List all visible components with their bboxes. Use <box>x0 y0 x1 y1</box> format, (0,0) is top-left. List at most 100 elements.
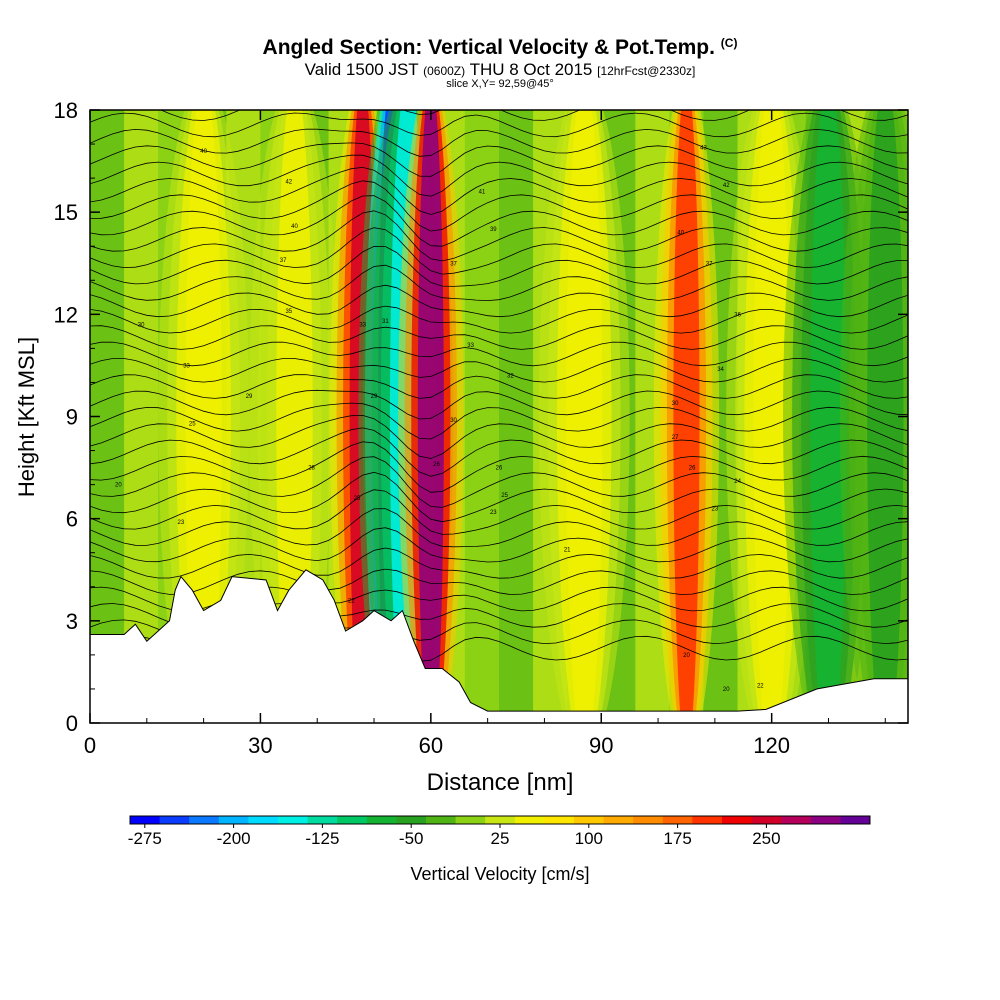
colorbar-swatch <box>692 816 723 824</box>
colorbar-tick-label: -50 <box>399 829 424 848</box>
colorbar-tick-label: 250 <box>752 829 780 848</box>
y-tick-label: 18 <box>54 98 78 123</box>
y-tick-label: 15 <box>54 200 78 225</box>
contour-label: 25 <box>501 493 508 499</box>
contour-label: 32 <box>507 374 514 380</box>
x-tick-label: 60 <box>419 733 443 758</box>
contour-label: 25 <box>189 421 196 427</box>
theta-contour <box>90 527 908 563</box>
contour-label: 35 <box>285 309 292 315</box>
contour-label: 42 <box>723 183 730 189</box>
contour-label: 33 <box>359 323 366 329</box>
velocity-column-8 <box>753 110 790 723</box>
theta-contour <box>160 110 908 121</box>
colorbar-swatch <box>248 816 279 824</box>
contour-label: 41 <box>479 190 486 196</box>
velocity-column-10 <box>867 110 904 723</box>
colorbar-tick-label: -125 <box>305 829 339 848</box>
velocity-column-6 <box>566 110 603 723</box>
contour-label: 33 <box>467 343 474 349</box>
valid-time: Valid 1500 JST <box>304 60 419 79</box>
theta-contour <box>90 341 908 367</box>
theta-contour <box>90 508 908 548</box>
theta-contour <box>90 112 908 138</box>
theta-contour <box>90 142 908 177</box>
y-axis-label: Height [Kft MSL] <box>14 337 39 497</box>
contour-label: 26 <box>689 466 696 472</box>
theta-contour <box>90 128 908 157</box>
theta-contour <box>90 180 908 232</box>
contour-label: 23 <box>712 506 719 512</box>
contour-label: 42 <box>285 180 292 186</box>
theta-contour <box>90 325 908 350</box>
theta-contour <box>90 154 908 197</box>
colorbar-swatch <box>130 816 161 824</box>
contour-label: 27 <box>672 435 679 441</box>
colorbar-tick-label: -200 <box>217 829 251 848</box>
contour-label: 26 <box>496 466 503 472</box>
colorbar-swatch <box>366 816 397 824</box>
contour-label: 36 <box>734 312 741 318</box>
slice-info: slice X,Y= 92,59@45° <box>446 78 554 90</box>
theta-contour <box>90 489 908 535</box>
theta-contour <box>90 414 908 459</box>
contour-label: 31 <box>382 319 389 325</box>
theta-contour <box>90 305 908 334</box>
theta-contour <box>90 264 908 302</box>
theta-contour <box>90 568 908 595</box>
theta-contour <box>90 245 908 287</box>
colorbar-swatch <box>218 816 249 824</box>
contour-label: 40 <box>200 149 207 155</box>
colorbar-swatch <box>810 816 841 824</box>
contour-label: 20 <box>683 653 690 659</box>
colorbar-tick-label: 25 <box>491 829 510 848</box>
x-axis-label: Distance [nm] <box>427 769 574 796</box>
colorbar-swatch <box>396 816 427 824</box>
theta-contour <box>90 227 908 275</box>
chart-title-unit: (C) <box>720 36 738 50</box>
contour-label: 20 <box>115 483 122 489</box>
contour-label: 37 <box>280 258 287 264</box>
colorbar-swatch <box>781 816 812 824</box>
valid-utc: (0600Z) <box>423 64 466 78</box>
theta-contour <box>90 402 908 440</box>
x-tick-label: 0 <box>84 733 96 758</box>
colorbar-swatch <box>514 816 545 824</box>
contour-label: 22 <box>348 598 355 604</box>
contour-labels: 20 23 25 30 33 29 28 25 22 40 42 40 37 35 33 31 29 26 30 33… <box>115 145 764 692</box>
theta-contour <box>90 441 908 493</box>
theta-contour <box>90 374 908 399</box>
colorbar-swatch <box>278 816 309 824</box>
colorbar: -275 -200 -125 -50 25 100 175 250 <box>128 815 871 848</box>
velocity-column-1 <box>276 110 313 723</box>
y-tick-label: 0 <box>66 711 78 736</box>
colorbar-swatch <box>574 816 605 824</box>
y-tick-label: 3 <box>66 609 78 634</box>
y-tick-label: 12 <box>54 302 78 327</box>
colorbar-tick-label: 175 <box>663 829 691 848</box>
colorbar-swatch <box>722 816 753 824</box>
colorbar-tick-label: 100 <box>575 829 603 848</box>
contour-label: 23 <box>178 520 185 526</box>
colorbar-swatch <box>840 816 871 824</box>
chart-subtitle: Valid 1500 JST (0600Z) THU 8 Oct 2015 [1… <box>0 60 1000 80</box>
contour-label: 21 <box>564 547 571 553</box>
velocity-column-5 <box>417 110 444 723</box>
colorbar-swatch <box>426 816 457 824</box>
contour-label: 25 <box>354 496 361 502</box>
contour-label: 26 <box>433 462 440 468</box>
forecast-info: [12hrFcst@2330z] <box>597 64 696 78</box>
colorbar-swatch <box>603 816 634 824</box>
contour-label: 33 <box>183 363 190 369</box>
chart-title: Angled Section: Vertical Velocity & Pot.… <box>0 36 1000 60</box>
colorbar-swatch <box>751 816 782 824</box>
colorbar-swatch <box>189 816 220 824</box>
colorbar-label: Vertical Velocity [cm/s] <box>410 864 589 884</box>
contour-label: 30 <box>450 418 457 424</box>
theta-contour <box>90 195 908 247</box>
theta-contour <box>90 427 908 477</box>
colorbar-swatch <box>485 816 516 824</box>
colorbar-swatch <box>455 816 486 824</box>
theta-contour <box>90 389 908 420</box>
